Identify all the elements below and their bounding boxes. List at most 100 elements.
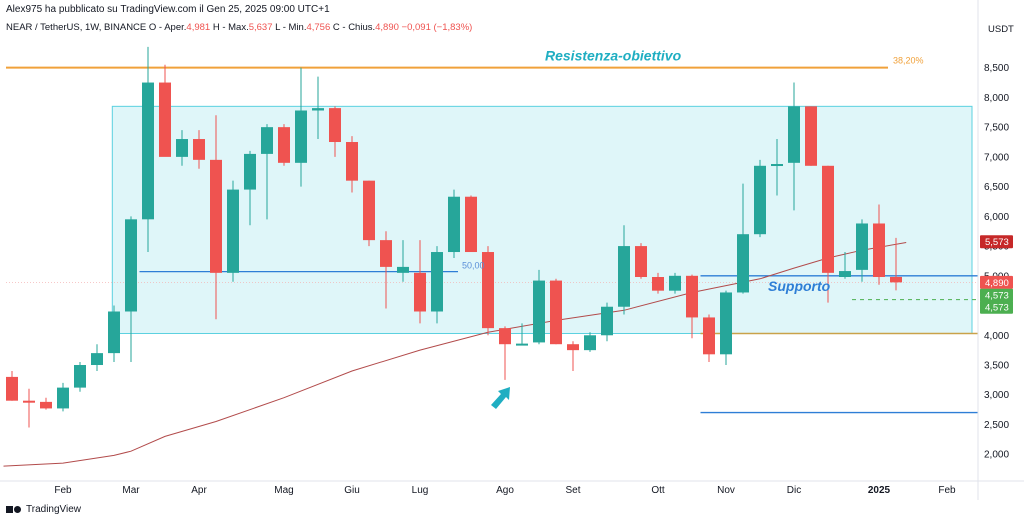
candle-body[interactable] [482,252,494,329]
candle-body[interactable] [499,328,511,345]
x-tick-label: Mag [274,485,293,496]
y-tick-label: 6,000 [984,212,1009,223]
price-tag-label: 4,890 [985,278,1009,289]
candle-body[interactable] [584,335,596,351]
candle-body[interactable] [193,139,205,160]
candle-body[interactable] [142,82,154,220]
candle-body[interactable] [176,139,188,157]
candle-body[interactable] [363,180,375,241]
close-value: 4,890 [375,22,399,33]
y-tick-label: 8,000 [984,93,1009,104]
candle-body[interactable] [771,164,783,167]
candle-body[interactable] [754,165,766,235]
candle-body[interactable] [227,189,239,273]
candle-body[interactable] [74,365,86,388]
candle-body[interactable] [567,344,579,351]
y-tick-label: 8,500 [984,63,1009,74]
y-tick-label: 3,500 [984,361,1009,372]
x-tick-label: Feb [938,485,956,496]
candle-body[interactable] [533,280,545,343]
candle-body[interactable] [125,219,137,312]
candle-body[interactable] [686,275,698,318]
change-value: −0,091 (−1,83%) [401,22,473,33]
candle-body[interactable] [822,165,834,273]
candle-body[interactable] [312,108,324,111]
price-tag [980,300,1013,314]
resistance-label: Resistenza-obiettivo [545,48,682,64]
candle-body[interactable] [397,266,409,273]
candle-body[interactable] [6,376,18,401]
candle-body[interactable] [550,280,562,345]
candle-body[interactable] [23,400,35,403]
candle-body[interactable] [805,106,817,166]
fib-level-label: 38,20% [893,56,924,66]
candle-body[interactable] [516,343,528,346]
candle-body[interactable] [108,311,120,354]
x-tick-label: Lug [412,485,429,496]
price-tag-label: 4,573 [985,291,1009,302]
symbol-info-line: NEAR / TetherUS, 1W, BINANCE O - Aper.4,… [6,22,472,33]
candle-body[interactable] [346,142,358,181]
x-tick-label: Giu [344,485,360,496]
y-tick-label: 2,000 [984,450,1009,461]
candle-body[interactable] [873,223,885,278]
candle-body[interactable] [380,240,392,267]
candle-body[interactable] [601,306,613,336]
y-tick-label: 3,000 [984,390,1009,401]
candle-body[interactable] [57,387,69,409]
y-tick-label: 6,500 [984,182,1009,193]
candle-body[interactable] [159,82,171,157]
candle-body[interactable] [737,234,749,293]
candle-body[interactable] [244,153,256,190]
candle-body[interactable] [295,110,307,163]
price-tag [980,275,1013,289]
candle-body[interactable] [261,127,273,154]
price-tag [980,235,1013,249]
annotations-layer: 38,20% Resistenza-obiettivo 50,00 Supporto [462,48,924,409]
candle-body[interactable] [890,276,902,283]
moving-average-line[interactable] [3,242,907,467]
low-label: L - Min. [275,22,307,33]
x-tick-label: Dic [787,485,801,496]
open-label: O - Aper. [148,22,187,33]
candle-body[interactable] [465,196,477,253]
x-tick-label: Ago [496,485,514,496]
candle-body[interactable] [856,223,868,270]
candle-body[interactable] [652,277,664,291]
x-tick-label: Apr [191,485,207,496]
tradingview-footer[interactable]: TradingView [6,504,81,515]
price-tag [980,288,1013,302]
candles-layer [6,46,902,428]
candle-body[interactable] [720,292,732,355]
arrow-icon [491,387,510,409]
symbol-name[interactable]: NEAR / TetherUS, 1W, BINANCE [6,22,147,33]
candle-body[interactable] [91,353,103,366]
axes-layer: 8,5008,0007,5007,0006,5006,0005,5005,000… [0,0,1024,500]
candle-body[interactable] [414,272,426,312]
x-tick-label: Nov [717,485,735,496]
tradingview-logo-icon [6,505,22,514]
high-value: 5,637 [248,22,273,33]
candle-body[interactable] [618,246,630,307]
candle-body[interactable] [703,317,715,355]
candle-body[interactable] [788,106,800,163]
candle-body[interactable] [635,246,647,278]
mid-level-label: 50,00 [462,261,485,271]
candle-body[interactable] [431,252,443,312]
candle-body[interactable] [839,271,851,278]
candle-body[interactable] [40,401,52,409]
candle-body[interactable] [278,127,290,163]
candle-body[interactable] [210,159,222,273]
x-tick-label: Feb [54,485,72,496]
y-tick-label: 2,500 [984,420,1009,431]
support-label: Supporto [768,278,831,294]
x-tick-label: 2025 [868,485,891,496]
close-label: C - Chius. [332,22,376,33]
candle-body[interactable] [669,275,681,291]
candle-body[interactable] [448,196,460,253]
low-value: 4,756 [306,22,331,33]
publisher-caption: Alex975 ha pubblicato su TradingView.com… [6,4,330,15]
candle-body[interactable] [329,108,341,143]
open-value: 4,981 [186,22,211,33]
